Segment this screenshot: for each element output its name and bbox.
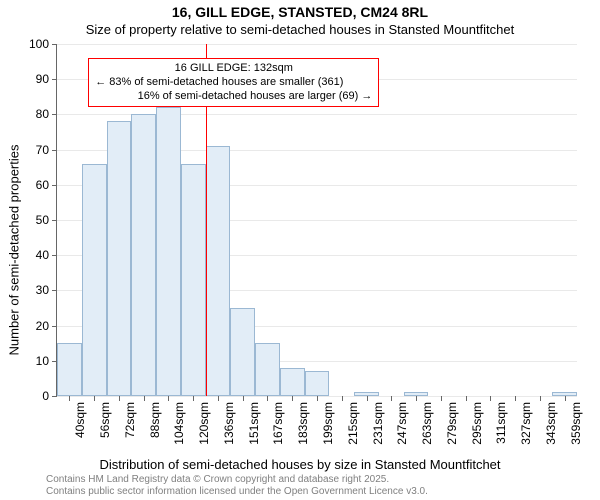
x-tick-mark xyxy=(168,396,169,401)
x-tick-label: 327sqm xyxy=(519,402,533,445)
histogram-bar xyxy=(305,371,330,396)
x-tick-mark xyxy=(540,396,541,401)
x-tick-mark xyxy=(342,396,343,401)
histogram-bar xyxy=(82,164,107,396)
y-tick-label: 50 xyxy=(36,213,57,227)
histogram-bar xyxy=(255,343,280,396)
chart-root: 16, GILL EDGE, STANSTED, CM24 8RL Size o… xyxy=(0,0,600,500)
x-tick-mark xyxy=(144,396,145,401)
x-tick-mark xyxy=(218,396,219,401)
x-tick-mark xyxy=(367,396,368,401)
x-tick-label: 183sqm xyxy=(296,402,310,445)
x-tick-label: 295sqm xyxy=(470,402,484,445)
x-tick-label: 167sqm xyxy=(271,402,285,445)
x-tick-mark xyxy=(69,396,70,401)
x-tick-label: 247sqm xyxy=(395,402,409,445)
x-tick-mark xyxy=(565,396,566,401)
x-tick-mark xyxy=(515,396,516,401)
x-tick-label: 343sqm xyxy=(544,402,558,445)
x-axis-label: Distribution of semi-detached houses by … xyxy=(0,457,600,472)
x-tick-mark xyxy=(490,396,491,401)
x-tick-label: 231sqm xyxy=(371,402,385,445)
histogram-bar xyxy=(230,308,255,396)
x-tick-mark xyxy=(317,396,318,401)
histogram-bar xyxy=(206,146,231,396)
y-axis-label: Number of semi-detached properties xyxy=(7,145,22,356)
y-tick-label: 0 xyxy=(42,389,57,403)
y-tick-label: 30 xyxy=(36,283,57,297)
x-tick-mark xyxy=(243,396,244,401)
y-tick-label: 60 xyxy=(36,178,57,192)
x-tick-label: 279sqm xyxy=(445,402,459,445)
x-tick-label: 56sqm xyxy=(98,402,112,438)
x-tick-label: 88sqm xyxy=(148,402,162,438)
x-tick-mark xyxy=(391,396,392,401)
histogram-bar xyxy=(107,121,132,396)
histogram-bar xyxy=(57,343,82,396)
x-tick-mark xyxy=(292,396,293,401)
x-tick-label: 359sqm xyxy=(569,402,583,445)
annotation-line: 16 GILL EDGE: 132sqm xyxy=(95,62,372,76)
x-tick-mark xyxy=(416,396,417,401)
y-tick-label: 10 xyxy=(36,354,57,368)
histogram-bar xyxy=(280,368,305,396)
x-tick-label: 215sqm xyxy=(346,402,360,445)
chart-title: 16, GILL EDGE, STANSTED, CM24 8RL xyxy=(0,4,600,20)
histogram-bar xyxy=(156,107,181,396)
x-tick-mark xyxy=(119,396,120,401)
chart-subtitle: Size of property relative to semi-detach… xyxy=(0,22,600,37)
y-tick-label: 70 xyxy=(36,143,57,157)
x-tick-mark xyxy=(267,396,268,401)
x-tick-mark xyxy=(193,396,194,401)
y-tick-label: 90 xyxy=(36,72,57,86)
x-tick-label: 120sqm xyxy=(197,402,211,445)
plot-area: 010203040506070809010040sqm56sqm72sqm88s… xyxy=(56,44,577,397)
footer-line: Contains HM Land Registry data © Crown c… xyxy=(46,474,428,486)
footer-line: Contains public sector information licen… xyxy=(46,486,428,498)
x-tick-mark xyxy=(94,396,95,401)
footer-attribution: Contains HM Land Registry data © Crown c… xyxy=(46,474,428,497)
y-tick-label: 20 xyxy=(36,319,57,333)
x-tick-label: 40sqm xyxy=(73,402,87,438)
annotation-line: ← 83% of semi-detached houses are smalle… xyxy=(95,76,372,90)
x-tick-label: 72sqm xyxy=(123,402,137,438)
y-tick-label: 40 xyxy=(36,248,57,262)
annotation-line: 16% of semi-detached houses are larger (… xyxy=(95,90,372,104)
x-tick-label: 311sqm xyxy=(494,402,508,444)
histogram-bar xyxy=(181,164,206,396)
x-tick-mark xyxy=(441,396,442,401)
x-tick-label: 104sqm xyxy=(172,402,186,445)
annotation-box: 16 GILL EDGE: 132sqm← 83% of semi-detach… xyxy=(88,58,379,107)
gridline-h xyxy=(57,44,577,45)
x-tick-label: 136sqm xyxy=(222,402,236,445)
x-tick-mark xyxy=(466,396,467,401)
histogram-bar xyxy=(131,114,156,396)
x-tick-label: 151sqm xyxy=(247,402,261,445)
y-tick-label: 80 xyxy=(36,107,57,121)
y-tick-label: 100 xyxy=(29,37,57,51)
x-tick-label: 199sqm xyxy=(321,402,335,445)
x-tick-label: 263sqm xyxy=(420,402,434,445)
